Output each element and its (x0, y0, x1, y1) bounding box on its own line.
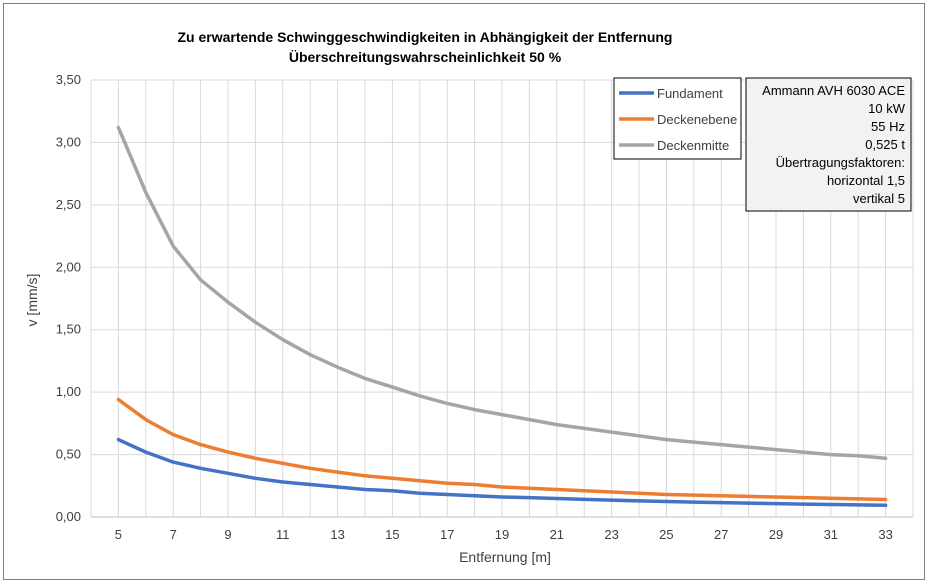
legend-label: Fundament (657, 86, 723, 101)
x-tick-label: 23 (604, 527, 618, 542)
y-tick-label: 0,50 (56, 447, 81, 462)
legend-label: Deckenebene (657, 112, 737, 127)
x-axis-ticks: 5 7 9 11 13 15 17 19 21 23 25 27 29 31 33 (115, 527, 893, 542)
info-box-line: Übertragungsfaktoren: (776, 155, 905, 170)
y-tick-label: 3,00 (56, 134, 81, 149)
info-box-frame (745, 77, 912, 212)
x-tick-label: 21 (550, 527, 564, 542)
chart-title: Zu erwartende Schwinggeschwindigkeiten i… (178, 29, 673, 45)
series-line-deckenmitte (116, 125, 888, 461)
x-tick-label: 11 (276, 527, 290, 542)
x-tick-label: 29 (769, 527, 783, 542)
info-box: Ammann AVH 6030 ACE 10 kW 55 Hz 0,525 t Über… (745, 77, 912, 212)
x-tick-label: 7 (170, 527, 177, 542)
y-axis-ticks: 0,00 0,50 1,00 1,50 2,00 2,50 3,00 3,50 (56, 72, 81, 524)
x-axis-title: Entfernung [m] (459, 549, 551, 565)
legend: Fundament Deckenebene Deckenmitte (613, 77, 742, 160)
y-tick-label: 2,00 (56, 259, 81, 274)
x-tick-label: 9 (224, 527, 231, 542)
x-tick-label: 17 (440, 527, 454, 542)
x-tick-label: 25 (659, 527, 673, 542)
legend-label: Deckenmitte (657, 138, 729, 153)
info-box-line: horizontal 1,5 (827, 173, 905, 188)
y-tick-label: 1,00 (56, 384, 81, 399)
x-tick-label: 33 (878, 527, 892, 542)
info-box-line: 0,525 t (865, 137, 905, 152)
series-line-deckenebene (116, 397, 888, 502)
chart-subtitle: Überschreitungswahrscheinlichkeit 50 % (289, 49, 562, 65)
x-tick-label: 15 (385, 527, 399, 542)
x-tick-label: 27 (714, 527, 728, 542)
series-line-fundament (116, 437, 888, 508)
y-tick-label: 2,50 (56, 197, 81, 212)
y-tick-label: 0,00 (56, 509, 81, 524)
info-box-line: 10 kW (868, 101, 906, 116)
info-box-line: Ammann AVH 6030 ACE (762, 83, 905, 98)
y-tick-label: 3,50 (56, 72, 81, 87)
x-tick-label: 5 (115, 527, 122, 542)
x-tick-label: 31 (824, 527, 838, 542)
info-box-line: 55 Hz (871, 119, 905, 134)
info-box-line: vertikal 5 (853, 191, 905, 206)
x-tick-label: 19 (495, 527, 509, 542)
x-tick-label: 13 (330, 527, 344, 542)
y-tick-label: 1,50 (56, 322, 81, 337)
series-lines (116, 125, 888, 508)
y-axis-title: v [mm/s] (24, 274, 40, 327)
